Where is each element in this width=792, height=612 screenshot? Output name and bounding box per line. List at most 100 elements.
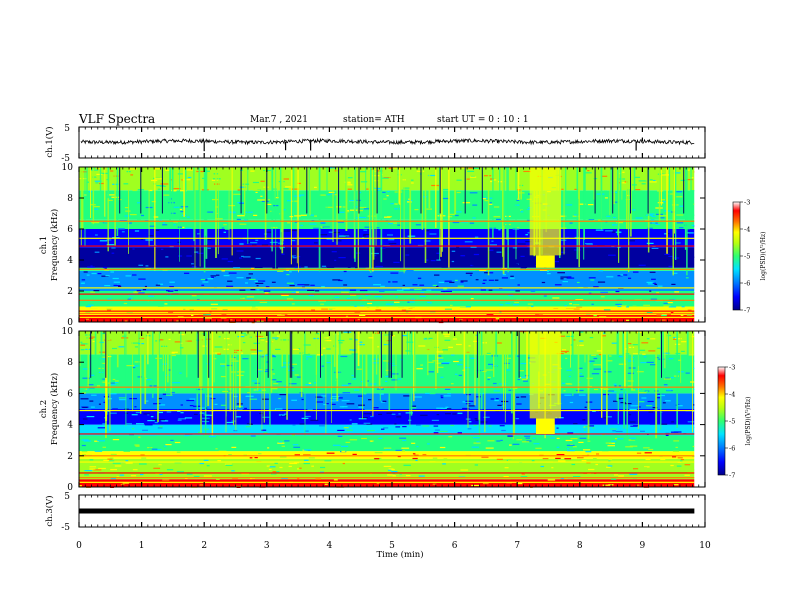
spectrogram-cell: [651, 278, 656, 280]
spectrogram-sferic: [481, 331, 483, 410]
spectrogram-cell: [484, 272, 489, 274]
spectrogram-cell: [435, 320, 444, 322]
spectrogram-cell: [516, 439, 523, 441]
spectrogram-cell: [223, 231, 226, 233]
spectrogram-cell: [388, 469, 392, 471]
spectrogram-cell: [243, 256, 251, 258]
spectrogram-cell: [471, 417, 475, 419]
spectrogram-cell: [608, 442, 615, 444]
spectrogram-cell: [254, 382, 260, 384]
spectrogram-cell: [360, 381, 364, 383]
spectrogram-cell: [397, 224, 401, 226]
spectrogram-cell: [358, 210, 364, 212]
spectrogram-sferic: [576, 167, 579, 260]
spectrogram-cell: [445, 406, 449, 408]
spectrogram-cell: [284, 440, 290, 442]
spectrogram-cell: [587, 360, 595, 362]
spectrogram-cell: [509, 277, 515, 279]
spectrogram-sferic: [577, 331, 580, 393]
spectrogram-cell: [303, 353, 311, 355]
spectrogram-cell: [640, 362, 647, 364]
spectrogram-cell: [396, 416, 402, 418]
spectrogram-cell: [391, 373, 399, 375]
spectrogram-cell: [401, 309, 407, 311]
spectrogram-cell: [206, 465, 210, 467]
spectrogram-cell: [387, 190, 390, 193]
spectrogram-cell: [545, 275, 552, 277]
spectrogram-cell: [134, 361, 141, 363]
spectrogram-cell: [294, 221, 299, 223]
spectrogram-line-3: [79, 307, 695, 309]
spectrogram-cell: [304, 430, 309, 432]
spectrogram-cell: [611, 372, 620, 374]
spectrogram-cell: [81, 444, 86, 447]
spectrogram-cell: [573, 339, 576, 341]
spectrogram-cell: [495, 437, 500, 439]
spectrogram-cell: [223, 275, 230, 277]
spectrogram-cell: [496, 440, 501, 442]
spectrogram-cell: [232, 256, 238, 259]
spectrogram-sferic: [626, 167, 628, 230]
spectrogram-sferic: [154, 167, 156, 271]
spectrogram-cell: [141, 457, 147, 459]
spectrogram-cell: [620, 402, 626, 404]
spectrogram-streak: [464, 167, 466, 214]
spectrogram-cell: [347, 177, 353, 179]
spectrogram-cell: [392, 315, 401, 317]
spectrogram-cell: [634, 261, 640, 263]
spectrogram-cell: [239, 289, 246, 291]
spectrogram-cell: [627, 382, 634, 384]
spectrogram-cell: [194, 251, 199, 253]
spectrogram-cell: [562, 349, 567, 351]
spectrogram-cell: [675, 446, 678, 448]
ch1-ytick-0: 0: [67, 318, 73, 328]
spectrogram-cell: [488, 363, 494, 365]
spectrogram-sferic: [249, 331, 251, 426]
spectrogram-cell: [150, 175, 156, 178]
spectrogram-cell: [582, 477, 587, 479]
spectrogram-cell: [305, 361, 308, 363]
spectrogram-cell: [432, 483, 437, 485]
spectrogram-cell: [373, 255, 377, 257]
spectrogram-cell: [618, 475, 624, 477]
spectrogram-sferic: [300, 331, 303, 398]
spectrogram-cell: [356, 368, 362, 370]
spectrogram-sferic: [84, 167, 86, 247]
spectrogram-sferic: [205, 167, 208, 259]
spectrogram-cell: [410, 298, 416, 300]
spectrogram-cell: [692, 312, 695, 314]
spectrogram-cell: [663, 305, 671, 307]
spectrogram-cell: [174, 341, 182, 343]
spectrogram-cell: [633, 425, 639, 427]
spectrogram-cell: [675, 196, 683, 198]
spectrogram-cell: [375, 265, 384, 268]
spectrogram-cell: [339, 234, 344, 236]
spectrogram-cell: [105, 275, 110, 277]
spectrogram-cell: [372, 180, 379, 182]
spectrogram-cell: [442, 188, 449, 191]
spectrogram-cell: [246, 296, 255, 298]
spectrogram-cell: [138, 337, 145, 339]
spectrogram-cell: [639, 349, 646, 351]
spectrogram-cell: [388, 177, 393, 179]
spectrogram-cell: [202, 397, 207, 399]
spectrogram-cell: [515, 290, 520, 292]
spectrogram-cell: [377, 189, 382, 191]
spectrogram-cell: [276, 381, 282, 383]
spectrogram-cell: [384, 216, 391, 218]
spectrogram-cell: [514, 301, 519, 304]
spectrogram-sferic: [362, 331, 363, 420]
spectrogram-cell: [101, 463, 106, 465]
spectrogram-cell: [434, 274, 440, 276]
spectrogram-cell: [690, 177, 694, 179]
spectrogram-cell: [97, 273, 102, 275]
spectrogram-cell: [82, 377, 91, 379]
spectrogram-sferic: [637, 331, 639, 429]
spectrogram-cell: [572, 215, 580, 217]
spectrogram-cell: [110, 271, 114, 273]
spectrogram-cell: [282, 188, 289, 190]
spectrogram-cell: [566, 277, 575, 279]
spectrogram-cell: [677, 457, 683, 459]
spectrogram-cell: [233, 210, 238, 212]
spectrogram-cell: [687, 421, 694, 423]
